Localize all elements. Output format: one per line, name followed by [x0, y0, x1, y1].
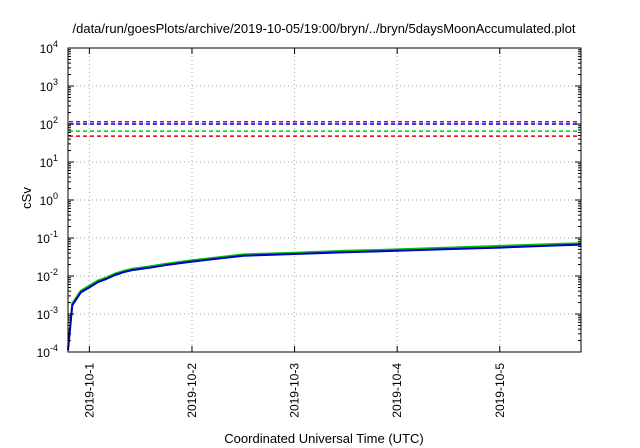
y-tick-label: 10-2: [37, 267, 58, 284]
x-axis-label: Coordinated Universal Time (UTC): [224, 431, 423, 446]
y-tick-label: 10-1: [37, 229, 58, 246]
y-tick-label: 10-3: [37, 305, 58, 322]
y-tick-label: 10-4: [37, 343, 58, 360]
chart-title: /data/run/goesPlots/archive/2019-10-05/1…: [73, 21, 576, 36]
x-tick-label: 2019-10-4: [390, 363, 404, 418]
x-tick-label: 2019-10-3: [288, 363, 302, 418]
series-line: [67, 242, 582, 350]
series: [67, 242, 582, 351]
x-tick-label: 2019-10-1: [82, 363, 96, 418]
x-tick-label: 2019-10-2: [185, 363, 199, 418]
y-tick-label: 100: [40, 191, 58, 208]
grid: [68, 48, 581, 352]
reference-lines: [69, 120, 580, 137]
y-tick-label: 102: [40, 115, 58, 132]
y-tick-label: 104: [40, 39, 58, 56]
y-tick-label: 101: [40, 153, 58, 170]
y-axis-label: cSv: [19, 187, 34, 209]
x-axis-ticks: 2019-10-1 2019-10-2 2019-10-3 2019-10-4 2019…: [82, 48, 507, 418]
series-line: [67, 243, 582, 351]
x-tick-label: 2019-10-5: [493, 363, 507, 418]
y-tick-label: 103: [40, 77, 58, 94]
y-axis-ticks: 10-4 10-3 10-2 10-1 100 101 102 103 104: [37, 39, 581, 360]
